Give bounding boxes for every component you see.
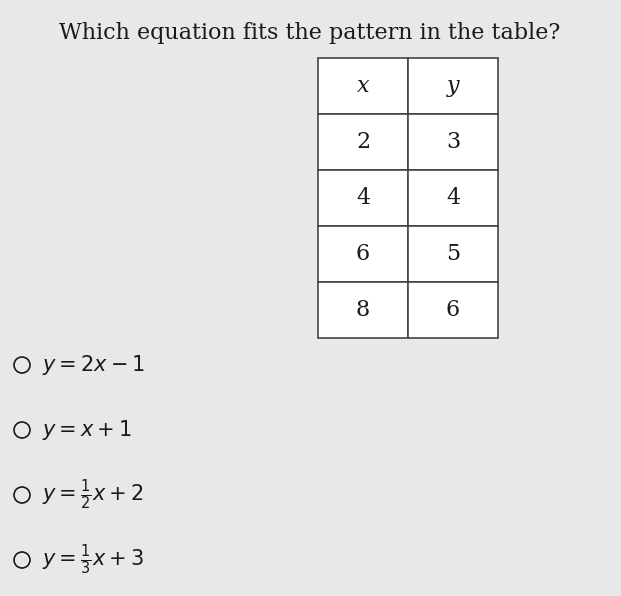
Text: 8: 8 xyxy=(356,299,370,321)
Bar xyxy=(408,58,498,114)
Text: $y = x + 1$: $y = x + 1$ xyxy=(42,418,132,442)
Text: 5: 5 xyxy=(446,243,460,265)
Bar xyxy=(408,170,498,226)
Bar xyxy=(318,282,408,338)
Bar xyxy=(408,114,498,170)
Text: Which equation fits the pattern in the table?: Which equation fits the pattern in the t… xyxy=(60,22,561,44)
Text: x: x xyxy=(356,75,369,97)
Text: 6: 6 xyxy=(446,299,460,321)
Text: 4: 4 xyxy=(446,187,460,209)
Bar xyxy=(318,58,408,114)
Text: y: y xyxy=(446,75,460,97)
Bar xyxy=(318,226,408,282)
Bar xyxy=(408,282,498,338)
Text: 3: 3 xyxy=(446,131,460,153)
Text: 6: 6 xyxy=(356,243,370,265)
Bar xyxy=(318,170,408,226)
Text: $y = 2x - 1$: $y = 2x - 1$ xyxy=(42,353,145,377)
Text: $y = \frac{1}{3}x + 3$: $y = \frac{1}{3}x + 3$ xyxy=(42,543,144,578)
Text: $y = \frac{1}{2}x + 2$: $y = \frac{1}{2}x + 2$ xyxy=(42,478,143,512)
Bar xyxy=(408,226,498,282)
Text: 4: 4 xyxy=(356,187,370,209)
Text: 2: 2 xyxy=(356,131,370,153)
Bar xyxy=(318,114,408,170)
